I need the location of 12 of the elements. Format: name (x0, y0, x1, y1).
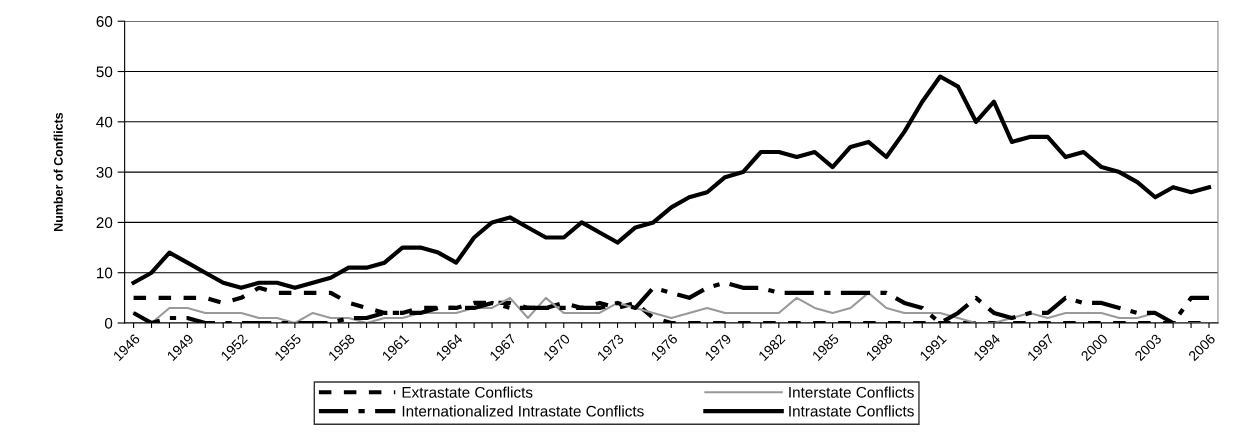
y-tick-label: 10 (97, 267, 113, 279)
y-tick-label: 30 (96, 166, 113, 178)
y-tick-label: 50 (96, 66, 113, 78)
legend-label: Extrastate Conflicts (402, 386, 533, 398)
y-tick-label: 40 (96, 116, 113, 128)
legend-label: Interstate Conflicts (789, 386, 914, 398)
y-tick-label: 60 (96, 16, 113, 27)
y-tick-label: 0 (104, 317, 113, 329)
y-axis-title: Number of Conflicts (53, 112, 63, 231)
legend-label: Intrastate Conflicts (789, 405, 914, 417)
legend-label: Internationalized Intrastate Conflicts (402, 405, 644, 417)
y-tick-label: 20 (96, 217, 113, 229)
